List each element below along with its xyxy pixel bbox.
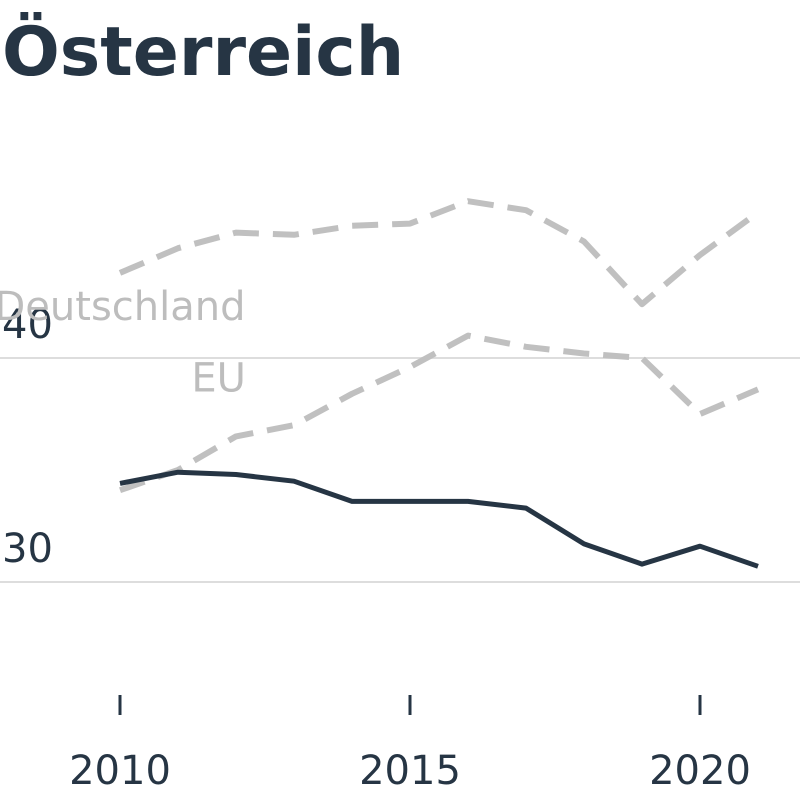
series-line-0 <box>118 198 760 308</box>
y-tick-label-40: 40 <box>2 302 53 348</box>
x-tick-label-2015: 2015 <box>359 748 461 794</box>
x-tick-label-2020: 2020 <box>649 748 751 794</box>
x-axis-ticks: 2010 2015 2020 <box>69 695 751 794</box>
x-tick-label-2010: 2010 <box>69 748 171 794</box>
series-label-0: Deutschland <box>0 284 246 330</box>
series-line-1 <box>119 332 760 494</box>
y-tick-label-30: 30 <box>2 526 53 572</box>
series-lines <box>118 198 760 569</box>
series-label-1: EU <box>191 356 246 402</box>
grid-lines <box>0 357 800 583</box>
chart-title: Österreich <box>2 12 404 92</box>
series-labels: Deutschland EU <box>0 284 246 402</box>
y-axis-ticks: 30 40 <box>2 302 53 572</box>
series-line-2 <box>119 469 759 569</box>
